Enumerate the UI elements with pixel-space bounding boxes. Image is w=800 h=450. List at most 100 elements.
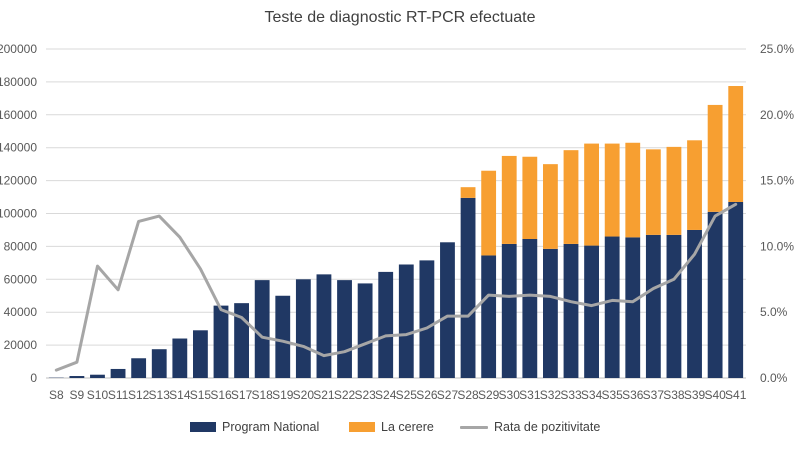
x-tick-label: S28 [457,388,479,402]
y-right-tick-label: 25.0% [760,42,794,56]
bar-program-national [378,271,394,378]
line-rata-de-pozitivitate [54,202,738,372]
bar-program-national [543,248,558,378]
x-tick-label: S12 [128,388,150,402]
legend-label-la-cerere: La cerere [381,420,434,434]
x-tick-label: S19 [272,388,294,402]
x-tick-label: S23 [354,388,376,402]
bar-program-national [460,197,476,378]
x-tick-label: S16 [210,388,232,402]
x-tick-label: S26 [416,388,438,402]
bar-program-national [687,229,702,378]
bar-program-national [625,237,641,378]
bar-program-national [110,368,126,378]
bar-program-national [440,242,455,378]
x-tick-label: S31 [519,388,541,402]
y-left-tick-label: 180000 [0,75,37,89]
bar-la-cerere [563,150,579,244]
bar-program-national [707,211,723,378]
x-tick-label: S9 [70,388,85,402]
y-left-tick-label: 100000 [0,207,37,221]
bar-program-national [398,264,414,378]
bar-program-national [501,243,517,378]
y-left-tick-label: 120000 [0,174,37,188]
bar-la-cerere [460,187,476,198]
y-left-tick-label: 40000 [4,305,38,319]
bar-program-national [419,260,435,378]
x-tick-label: S15 [190,388,212,402]
y-right-tick-label: 15.0% [760,174,794,188]
x-tick-label: S32 [540,388,562,402]
legend-label-program-national: Program National [222,420,320,434]
x-tick-label: S14 [169,388,191,402]
y-right-tick-label: 20.0% [760,108,794,122]
bar-program-national [481,255,497,378]
x-tick-label: S24 [375,388,397,402]
bar-la-cerere [666,146,682,235]
y-right-tick-label: 10.0% [760,239,794,253]
x-tick-label: S37 [643,388,665,402]
y-left-tick-label: 0 [30,371,37,385]
x-tick-label: S40 [704,388,726,402]
legend-label-rata: Rata de pozitivitate [494,420,601,434]
x-tick-label: S29 [478,388,500,402]
bar-program-national [522,238,538,378]
x-tick-label: S33 [560,388,582,402]
legend-swatch-la-cerere [349,422,375,432]
legend-item-rata: Rata de pozitivitate [460,418,600,436]
y-left-tick-label: 60000 [4,272,38,286]
x-tick-label: S20 [293,388,315,402]
y-left-tick-label: 140000 [0,141,37,155]
bar-la-cerere [522,156,538,239]
bar-program-national [213,305,229,378]
bar-la-cerere [481,170,497,256]
legend-line-rata [460,425,488,429]
bar-la-cerere [543,164,558,249]
bar-program-national [728,201,744,378]
bar-la-cerere [604,143,620,237]
y-left-tick-label: 20000 [4,338,38,352]
bar-program-national [131,358,147,378]
bar-la-cerere [707,104,723,212]
x-tick-label: S17 [231,388,253,402]
x-tick-label: S30 [499,388,521,402]
bar-program-national [316,274,332,378]
y-left-tick-label: 160000 [0,108,37,122]
bar-program-national [193,330,208,378]
bar-program-national [295,279,311,378]
x-tick-label: S34 [581,388,603,402]
bar-la-cerere [584,143,599,246]
x-tick-label: S41 [725,388,747,402]
bar-program-national [584,245,599,378]
bar-la-cerere [625,142,641,238]
x-tick-label: S36 [622,388,644,402]
bar-program-national [357,283,373,378]
x-tick-label: S8 [49,388,64,402]
bar-program-national [69,376,85,378]
bar-program-national [666,234,682,378]
y-left-tick-label: 200000 [0,42,37,56]
bar-program-national [151,349,167,378]
bar-la-cerere [728,86,744,202]
y-right-tick-label: 5.0% [760,305,788,319]
legend-swatch-program-national [190,422,216,432]
x-tick-label: S35 [601,388,623,402]
bar-program-national [172,338,188,378]
bar-la-cerere [501,155,517,244]
x-tick-label: S18 [251,388,273,402]
legend-item-la-cerere: La cerere [349,418,434,436]
legend: Program National La cerere Rata de pozit… [0,418,800,436]
bar-program-national [254,280,270,378]
x-tick-label: S11 [108,388,129,402]
y-right-tick-label: 0.0% [760,371,788,385]
y-left-tick-label: 80000 [4,239,38,253]
x-tick-label: S21 [313,388,335,402]
bar-program-national [645,234,661,378]
bar-program-national [563,243,579,378]
bar-program-national [90,374,105,378]
chart-title: Teste de diagnostic RT-PCR efectuate [264,9,536,26]
x-tick-label: S22 [334,388,356,402]
x-tick-label: S39 [684,388,706,402]
bar-program-national [604,236,620,378]
